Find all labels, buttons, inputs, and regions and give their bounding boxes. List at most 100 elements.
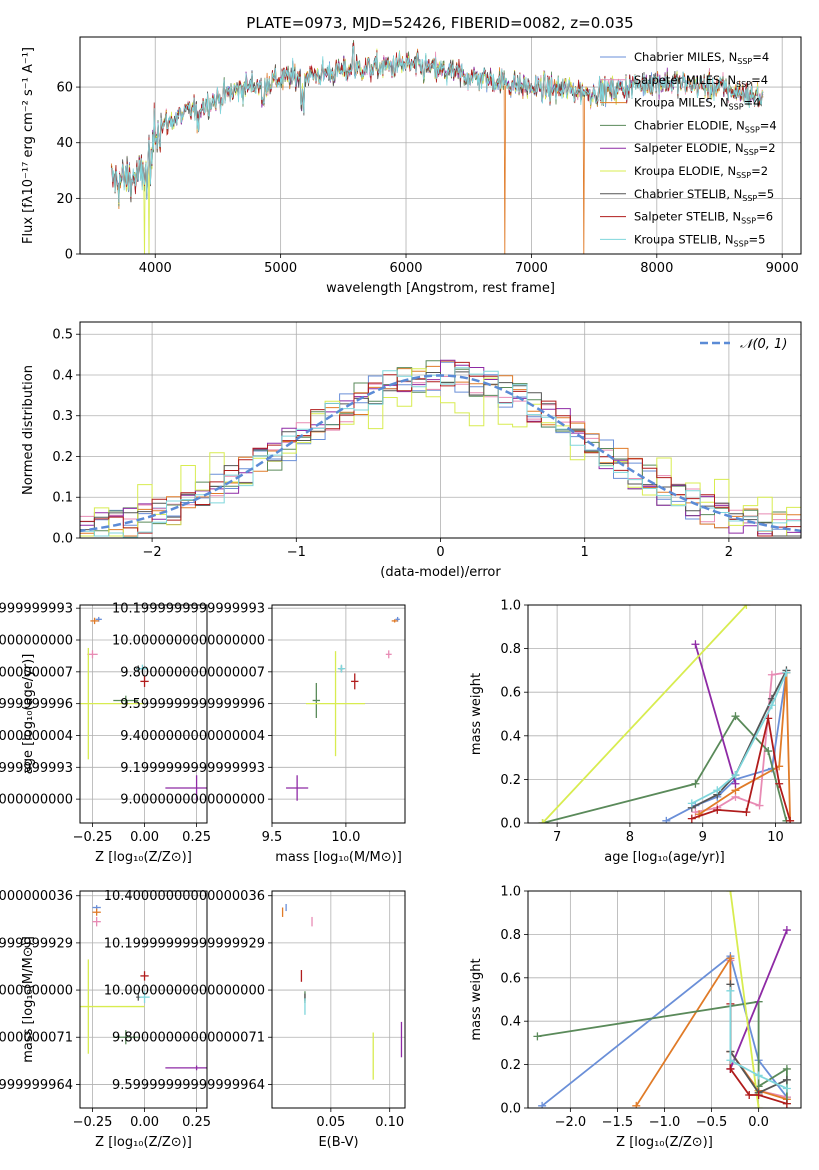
x-tick-label: −1.5 bbox=[602, 1115, 634, 1130]
weight-marker bbox=[782, 1099, 791, 1108]
y-tick-label: 40 bbox=[56, 136, 73, 151]
error-bar-point bbox=[113, 1030, 139, 1045]
y-tick-label: 60 bbox=[56, 81, 73, 96]
weight-marker bbox=[742, 808, 751, 817]
x-tick-label: 0.10 bbox=[375, 1115, 404, 1130]
weight-marker bbox=[731, 712, 740, 721]
weight-marker bbox=[731, 771, 740, 780]
weight-marker bbox=[533, 1032, 542, 1041]
weight-line bbox=[729, 891, 760, 1108]
y-tick-label: 0.0 bbox=[500, 1102, 521, 1117]
y-tick-label: 0.8 bbox=[500, 928, 521, 943]
y-tick-label: 0 bbox=[65, 248, 73, 263]
y-tick-label: 10.40000000000000036 bbox=[104, 889, 265, 904]
x-tick-label: 9000 bbox=[766, 261, 799, 276]
weight-line bbox=[694, 643, 737, 785]
x-tick-label: 0 bbox=[436, 545, 444, 560]
x-tick-label: 2 bbox=[725, 545, 733, 560]
error-bar-point bbox=[80, 647, 145, 760]
error-bar-point bbox=[140, 675, 149, 687]
weight-marker bbox=[713, 805, 722, 814]
weight-marker bbox=[754, 1104, 763, 1108]
x-tick-label: 0.0 bbox=[748, 1115, 769, 1130]
weight-marker bbox=[782, 1064, 791, 1073]
y-tick-label: 0.1 bbox=[52, 491, 73, 506]
axes-frame bbox=[527, 890, 802, 1109]
x-tick-label: −1.0 bbox=[649, 1115, 681, 1130]
legend-label: Chabrier MILES, NSSP=4 bbox=[634, 50, 769, 66]
weight-marker bbox=[691, 779, 700, 788]
legend-label: Salpeter ELODIE, NSSP=2 bbox=[634, 141, 776, 157]
y-axis-label: age [log₁₀(age/yr)] bbox=[21, 654, 36, 775]
panel-residual_hist: −2 −1 0 1 2 0.0 0.1 0.2 0.3 0.4 0.5 (data-model)/er… bbox=[21, 321, 802, 580]
x-tick-label: 10 bbox=[767, 830, 784, 845]
plot-area-mass_vs_Z bbox=[80, 905, 207, 1071]
x-tick-label: 7000 bbox=[515, 261, 548, 276]
histogram-step bbox=[80, 368, 801, 537]
x-tick-label: −2 bbox=[143, 545, 162, 560]
y-tick-label: 10.00000000000000000 bbox=[0, 984, 73, 999]
y-axis-label: mass weight bbox=[469, 958, 484, 1040]
weight-marker bbox=[726, 954, 735, 963]
x-tick-label: 9.5 bbox=[262, 830, 283, 845]
y-tick-label: 0.4 bbox=[52, 368, 73, 383]
weight-marker bbox=[775, 779, 784, 788]
weight-marker bbox=[755, 801, 764, 810]
y-tick-label: 0.2 bbox=[52, 450, 73, 465]
y-tick-label: 0.6 bbox=[500, 686, 521, 701]
weight-marker bbox=[538, 1101, 547, 1108]
weight-marker bbox=[767, 701, 776, 710]
axes-frame bbox=[271, 604, 406, 824]
y-tick-label: 0.6 bbox=[500, 971, 521, 986]
x-tick-label: −0.25 bbox=[73, 830, 113, 845]
y-tick-label: 9.0000000000000000 bbox=[120, 793, 265, 808]
axes-frame bbox=[79, 321, 802, 539]
y-tick-label: 0.4 bbox=[500, 729, 521, 744]
plot-area-age_vs_mass bbox=[286, 616, 400, 801]
y-tick-label: 9.80000000000000071 bbox=[0, 1031, 73, 1046]
y-tick-label: 9.0000000000000000 bbox=[0, 793, 73, 808]
y-tick-label: 9.1999999999999993 bbox=[0, 761, 73, 776]
y-tick-label: 10.19999999999999929 bbox=[0, 936, 73, 951]
y-axis-label: Normed distribution bbox=[21, 365, 36, 495]
y-tick-label: 10.0000000000000000 bbox=[0, 634, 73, 649]
y-tick-label: 0.3 bbox=[52, 409, 73, 424]
panel-mass_vs_ebv: 0.05 0.10 9.59999999999999964 9.80000000000… bbox=[104, 889, 406, 1150]
x-tick-label: 4000 bbox=[139, 261, 172, 276]
error-bar-point bbox=[351, 673, 359, 690]
weight-marker bbox=[691, 640, 700, 649]
weight-marker bbox=[786, 816, 795, 823]
weight-marker bbox=[687, 814, 696, 823]
weight-line bbox=[541, 605, 748, 823]
axes-frame bbox=[271, 890, 406, 1109]
weight-line bbox=[665, 672, 788, 822]
grid-mass_vs_Z bbox=[80, 891, 207, 1108]
weight-marker bbox=[726, 1056, 735, 1065]
weight-marker bbox=[662, 816, 671, 823]
x-tick-label: 8000 bbox=[640, 261, 673, 276]
weight-marker bbox=[713, 786, 722, 795]
y-axis-label: mass [log₁₀(M/M⊙)] bbox=[21, 936, 36, 1063]
y-tick-label: 10.1999999999999993 bbox=[0, 602, 73, 617]
weight-marker bbox=[731, 779, 740, 788]
panel-age_vs_Z: −0.25 0.00 0.25 9.0000000000000000 9.1999999… bbox=[0, 602, 211, 865]
y-tick-label: 10.0000000000000000 bbox=[112, 634, 265, 649]
x-tick-label: 0.00 bbox=[130, 830, 159, 845]
panel-age_vs_mass: 9.5 10.0 9.0000000000000000 9.1999999999999… bbox=[112, 602, 406, 865]
weight-line bbox=[691, 718, 791, 822]
panel-weight_vs_Z: −2.0 −1.5 −1.0 −0.5 0.0 0.0 0.2 0.4 0.6 0.8 1.0 Z [… bbox=[469, 885, 802, 1150]
weight-marker bbox=[767, 670, 776, 679]
error-bar-point bbox=[385, 650, 392, 659]
x-tick-label: 0.25 bbox=[182, 1115, 211, 1130]
y-tick-label: 9.4000000000000004 bbox=[0, 729, 73, 744]
grid-mass_vs_ebv bbox=[272, 891, 405, 1108]
weight-marker bbox=[754, 1071, 763, 1080]
weight-marker bbox=[726, 986, 735, 995]
plot-area-residual_hist bbox=[80, 359, 801, 538]
x-tick-label: −0.5 bbox=[696, 1115, 728, 1130]
legend-label: Kroupa ELODIE, NSSP=2 bbox=[634, 164, 768, 180]
x-axis-label: wavelength [Angstrom, rest frame] bbox=[326, 281, 555, 296]
error-bar-point bbox=[165, 1065, 207, 1071]
plot-area-spectrum bbox=[110, 40, 764, 254]
panel-weight_vs_age: 7 8 9 10 0.0 0.2 0.4 0.6 0.8 1.0 age [log₁₀(age/yr… bbox=[469, 599, 802, 865]
